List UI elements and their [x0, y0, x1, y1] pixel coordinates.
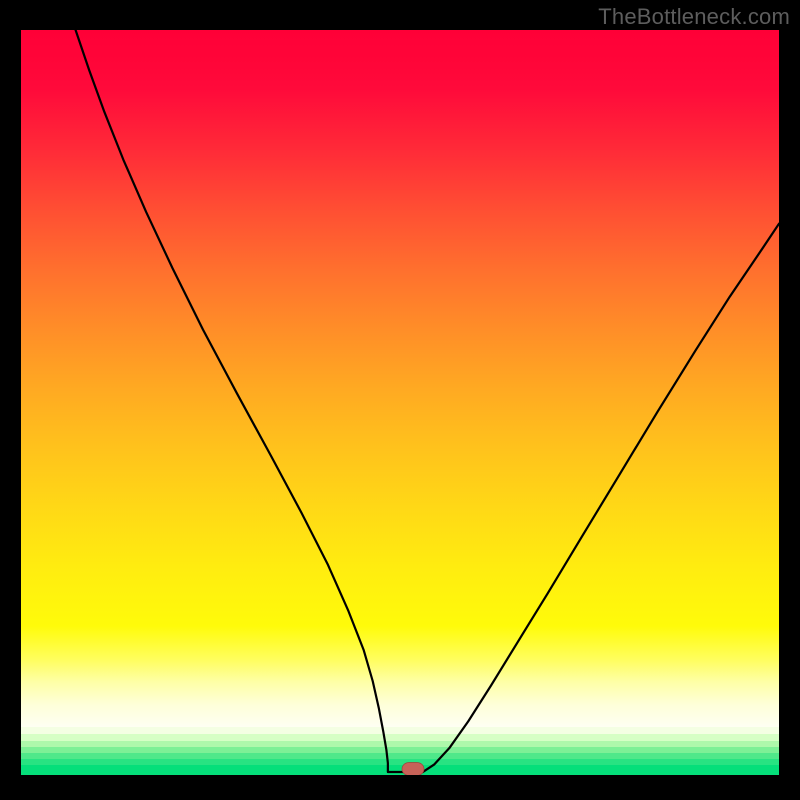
chart-frame: TheBottleneck.com [0, 0, 800, 800]
bottleneck-curve [21, 30, 779, 775]
marker-icon [401, 762, 424, 775]
watermark-text: TheBottleneck.com [598, 4, 790, 30]
curve-path [76, 30, 779, 772]
plot-area [21, 30, 779, 775]
